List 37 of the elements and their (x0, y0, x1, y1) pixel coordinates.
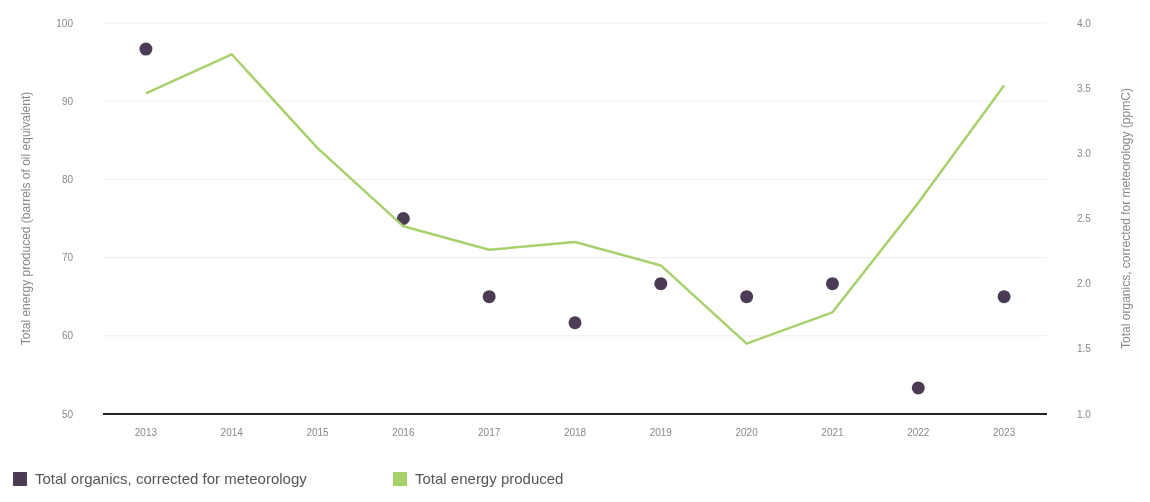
y2-tick-label: 3.5 (1077, 82, 1092, 94)
y2-tick-label: 3.0 (1077, 147, 1092, 159)
line-series (144, 53, 1006, 345)
y-tick-label: 60 (61, 330, 74, 342)
y2-tick-label: 2.5 (1077, 213, 1092, 224)
y-axis-title: Total energy produced (barrels of oil equivalent) (19, 91, 33, 346)
y2-tick-label: 1.0 (1077, 408, 1092, 420)
legend-label: Total organics, corrected for meteorology (35, 470, 308, 488)
point (654, 277, 668, 291)
point (740, 290, 754, 304)
point (825, 277, 839, 291)
point (911, 381, 925, 395)
x-tick-label: 2022 (907, 427, 930, 438)
y2-tick-label: 1.5 (1077, 343, 1092, 355)
x-tick-label: 2014 (220, 427, 244, 438)
y2-tick-label: 4.0 (1077, 17, 1092, 29)
x-tick-label: 2016 (392, 427, 415, 438)
y2-axis-title: Total organics, corrected for meteorology (ppmC) (1119, 88, 1133, 349)
x-tick-label: 2020 (735, 427, 759, 438)
y-tick-label: 80 (61, 173, 74, 185)
x-tick-label: 2018 (563, 427, 587, 438)
x-tick-label: 2021 (821, 427, 845, 438)
y-tick-label: 70 (61, 252, 74, 264)
point (568, 316, 582, 330)
x-tick-label: 2013 (134, 427, 158, 438)
y2-tick-label: 2.0 (1077, 278, 1092, 290)
point (997, 290, 1011, 304)
y-tick-label: 100 (56, 17, 74, 29)
x-tick-label: 2015 (306, 427, 330, 438)
y-tick-label: 90 (61, 95, 74, 107)
legend-label: Total energy produced (415, 470, 564, 488)
point (139, 42, 153, 56)
x-tick-label: 2019 (649, 427, 673, 438)
point (482, 290, 496, 304)
x-tick-label: 2023 (992, 427, 1016, 438)
y-tick-label: 50 (61, 408, 74, 420)
x-tick-label: 2017 (478, 427, 501, 438)
